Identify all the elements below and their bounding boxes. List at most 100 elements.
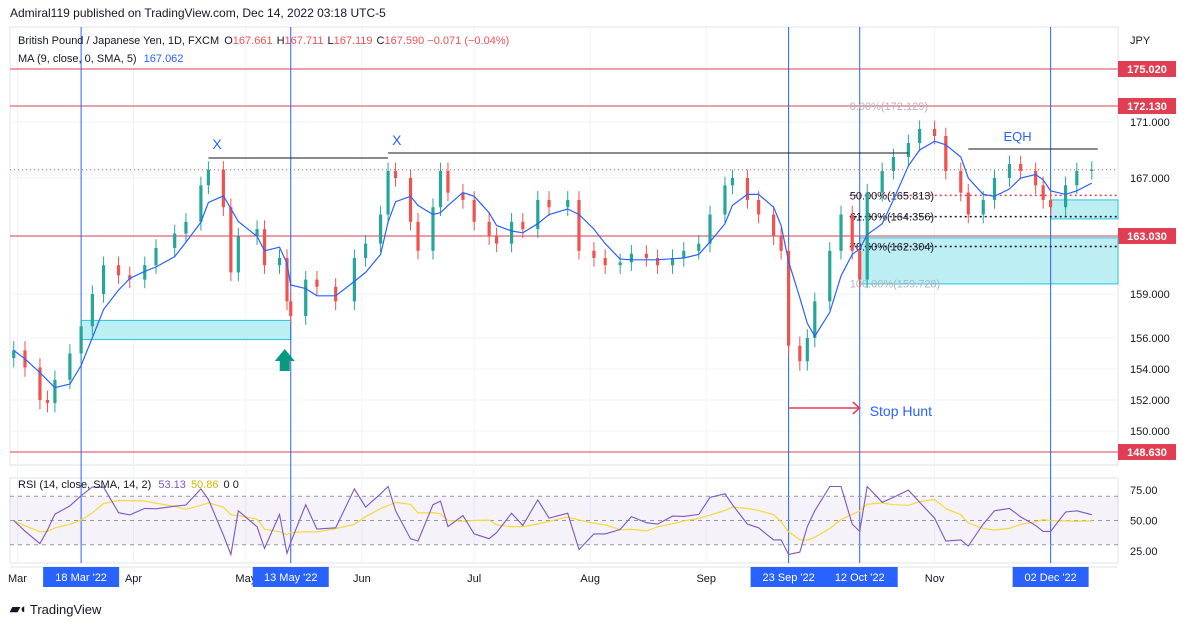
candle-body xyxy=(461,192,465,200)
ohlc-key: L xyxy=(327,35,334,47)
ohlc-value: 167.119 xyxy=(333,35,373,47)
date-marker-badge xyxy=(43,567,120,587)
candle-body xyxy=(1041,185,1045,200)
ohlc-value: 167.661 xyxy=(232,35,273,47)
candle-body xyxy=(393,171,398,178)
candle-body xyxy=(236,236,240,273)
level-badge xyxy=(1118,61,1176,77)
month-tick-label: Mar xyxy=(8,573,27,585)
candle-body xyxy=(68,353,72,380)
candle-body xyxy=(199,185,203,222)
plot-layer: 0.00%(172.129) 50.00%(165.813) 61.80%(164.… xyxy=(10,27,1119,563)
candle-body xyxy=(416,221,420,251)
candle-body xyxy=(277,258,282,266)
date-marker-label: 13 May '22 xyxy=(264,572,317,584)
ohlc-value: 167.590 xyxy=(384,35,425,47)
rsi-label: RSI (14, close, SMA, 14, 2) xyxy=(18,479,152,491)
candle-body xyxy=(446,171,450,193)
candle-body xyxy=(521,221,525,230)
candle-body xyxy=(408,178,413,222)
candle-body xyxy=(1049,199,1053,208)
candle-body xyxy=(932,129,937,136)
candle-body xyxy=(723,185,727,215)
candle-body xyxy=(944,136,948,171)
month-tick-label: Jun xyxy=(353,573,371,585)
tradingview-brand[interactable]: ▰◖ TradingView xyxy=(10,601,101,617)
candle-body xyxy=(592,250,596,259)
legend-line-2: MA (9, close, 0, SMA, 5) 167.062 xyxy=(18,53,183,65)
candle-body xyxy=(79,326,83,354)
level-badge-label: 172.130 xyxy=(1127,101,1167,113)
candle-body xyxy=(438,171,443,208)
candle-body xyxy=(966,192,970,215)
moving-average-line xyxy=(13,140,1093,389)
candle-body xyxy=(918,129,922,143)
ohlc-key: C xyxy=(376,35,385,47)
candle-body xyxy=(1063,185,1068,208)
candle-body xyxy=(779,236,783,251)
candle-body xyxy=(708,214,712,244)
level-badge xyxy=(1118,228,1176,244)
candle-body xyxy=(577,199,581,251)
up-arrow-icon xyxy=(274,349,295,371)
candle-body xyxy=(880,171,884,193)
publisher-line: Admiral119 published on TradingView.com,… xyxy=(10,6,386,20)
annotation-eqh-label: EQH xyxy=(1003,129,1031,144)
candle-body xyxy=(682,250,686,259)
rsi-tick-label: 75.00 xyxy=(1130,485,1158,497)
candle-body xyxy=(289,301,293,316)
candle-body xyxy=(786,250,791,346)
candle-body xyxy=(1034,171,1038,186)
rsi-panel: 75.00 50.00 25.00 xyxy=(10,485,1158,558)
ohlc-values: O167.661 H167.711 L167.119 C167.590 xyxy=(222,35,424,47)
candle-body xyxy=(1090,169,1094,171)
candle-body xyxy=(334,286,338,302)
candle-body xyxy=(206,169,210,186)
ma-label: MA (9, close, 0, SMA, 5) xyxy=(18,53,137,65)
candle-body xyxy=(38,367,42,400)
candle-body xyxy=(865,192,869,280)
legend-line-1: British Pound / Japanese Yen, 1D, FXCM O… xyxy=(18,35,509,47)
fib-level-label: 0.00%(172.129) xyxy=(850,101,928,113)
month-tick-label: Nov xyxy=(925,573,945,585)
price-tick-label: 152.000 xyxy=(1130,395,1170,407)
fib-level-label: 100.00%(159.728) xyxy=(850,279,941,291)
candle-body xyxy=(315,279,319,287)
symbol-label: British Pound / Japanese Yen, 1D, FXCM xyxy=(18,35,220,47)
candle-body xyxy=(154,247,158,266)
level-badge-label: 148.630 xyxy=(1127,447,1167,459)
candle-body xyxy=(772,214,776,237)
candle-body xyxy=(798,345,802,362)
candle-body xyxy=(629,253,633,263)
brand-label: TradingView xyxy=(29,601,102,617)
candle-body xyxy=(1007,164,1012,178)
candle-body xyxy=(12,350,16,359)
price-tick-label: 156.000 xyxy=(1130,333,1170,345)
candle-body xyxy=(184,221,188,234)
candle-body xyxy=(101,265,106,294)
price-tick-label: 154.000 xyxy=(1130,364,1170,376)
overlay-layer: X X EQH Stop Hunt xyxy=(212,129,1031,419)
candle-body xyxy=(378,214,383,244)
candle-body xyxy=(850,214,854,251)
candle-body xyxy=(805,338,809,362)
candle-body xyxy=(221,169,225,208)
demand-zone xyxy=(80,319,292,341)
currency-label: JPY xyxy=(1130,35,1151,47)
level-badge xyxy=(1118,98,1176,114)
annotation-stop-hunt-label: Stop Hunt xyxy=(870,403,932,419)
date-marker-label: 18 Mar '22 xyxy=(55,572,107,584)
candle-body xyxy=(143,265,147,280)
candle-body xyxy=(45,400,50,404)
candle-body xyxy=(1075,171,1079,186)
price-tick-label: 167.000 xyxy=(1130,173,1170,185)
month-tick-label: Sep xyxy=(696,573,716,585)
candle-body xyxy=(364,243,368,259)
rsi-ma-line xyxy=(13,498,1092,541)
date-marker-badge xyxy=(252,567,329,587)
annotation-x-label: X xyxy=(392,132,402,148)
candle-body xyxy=(229,207,233,273)
candle-body xyxy=(116,265,121,276)
candle-body xyxy=(618,262,622,266)
